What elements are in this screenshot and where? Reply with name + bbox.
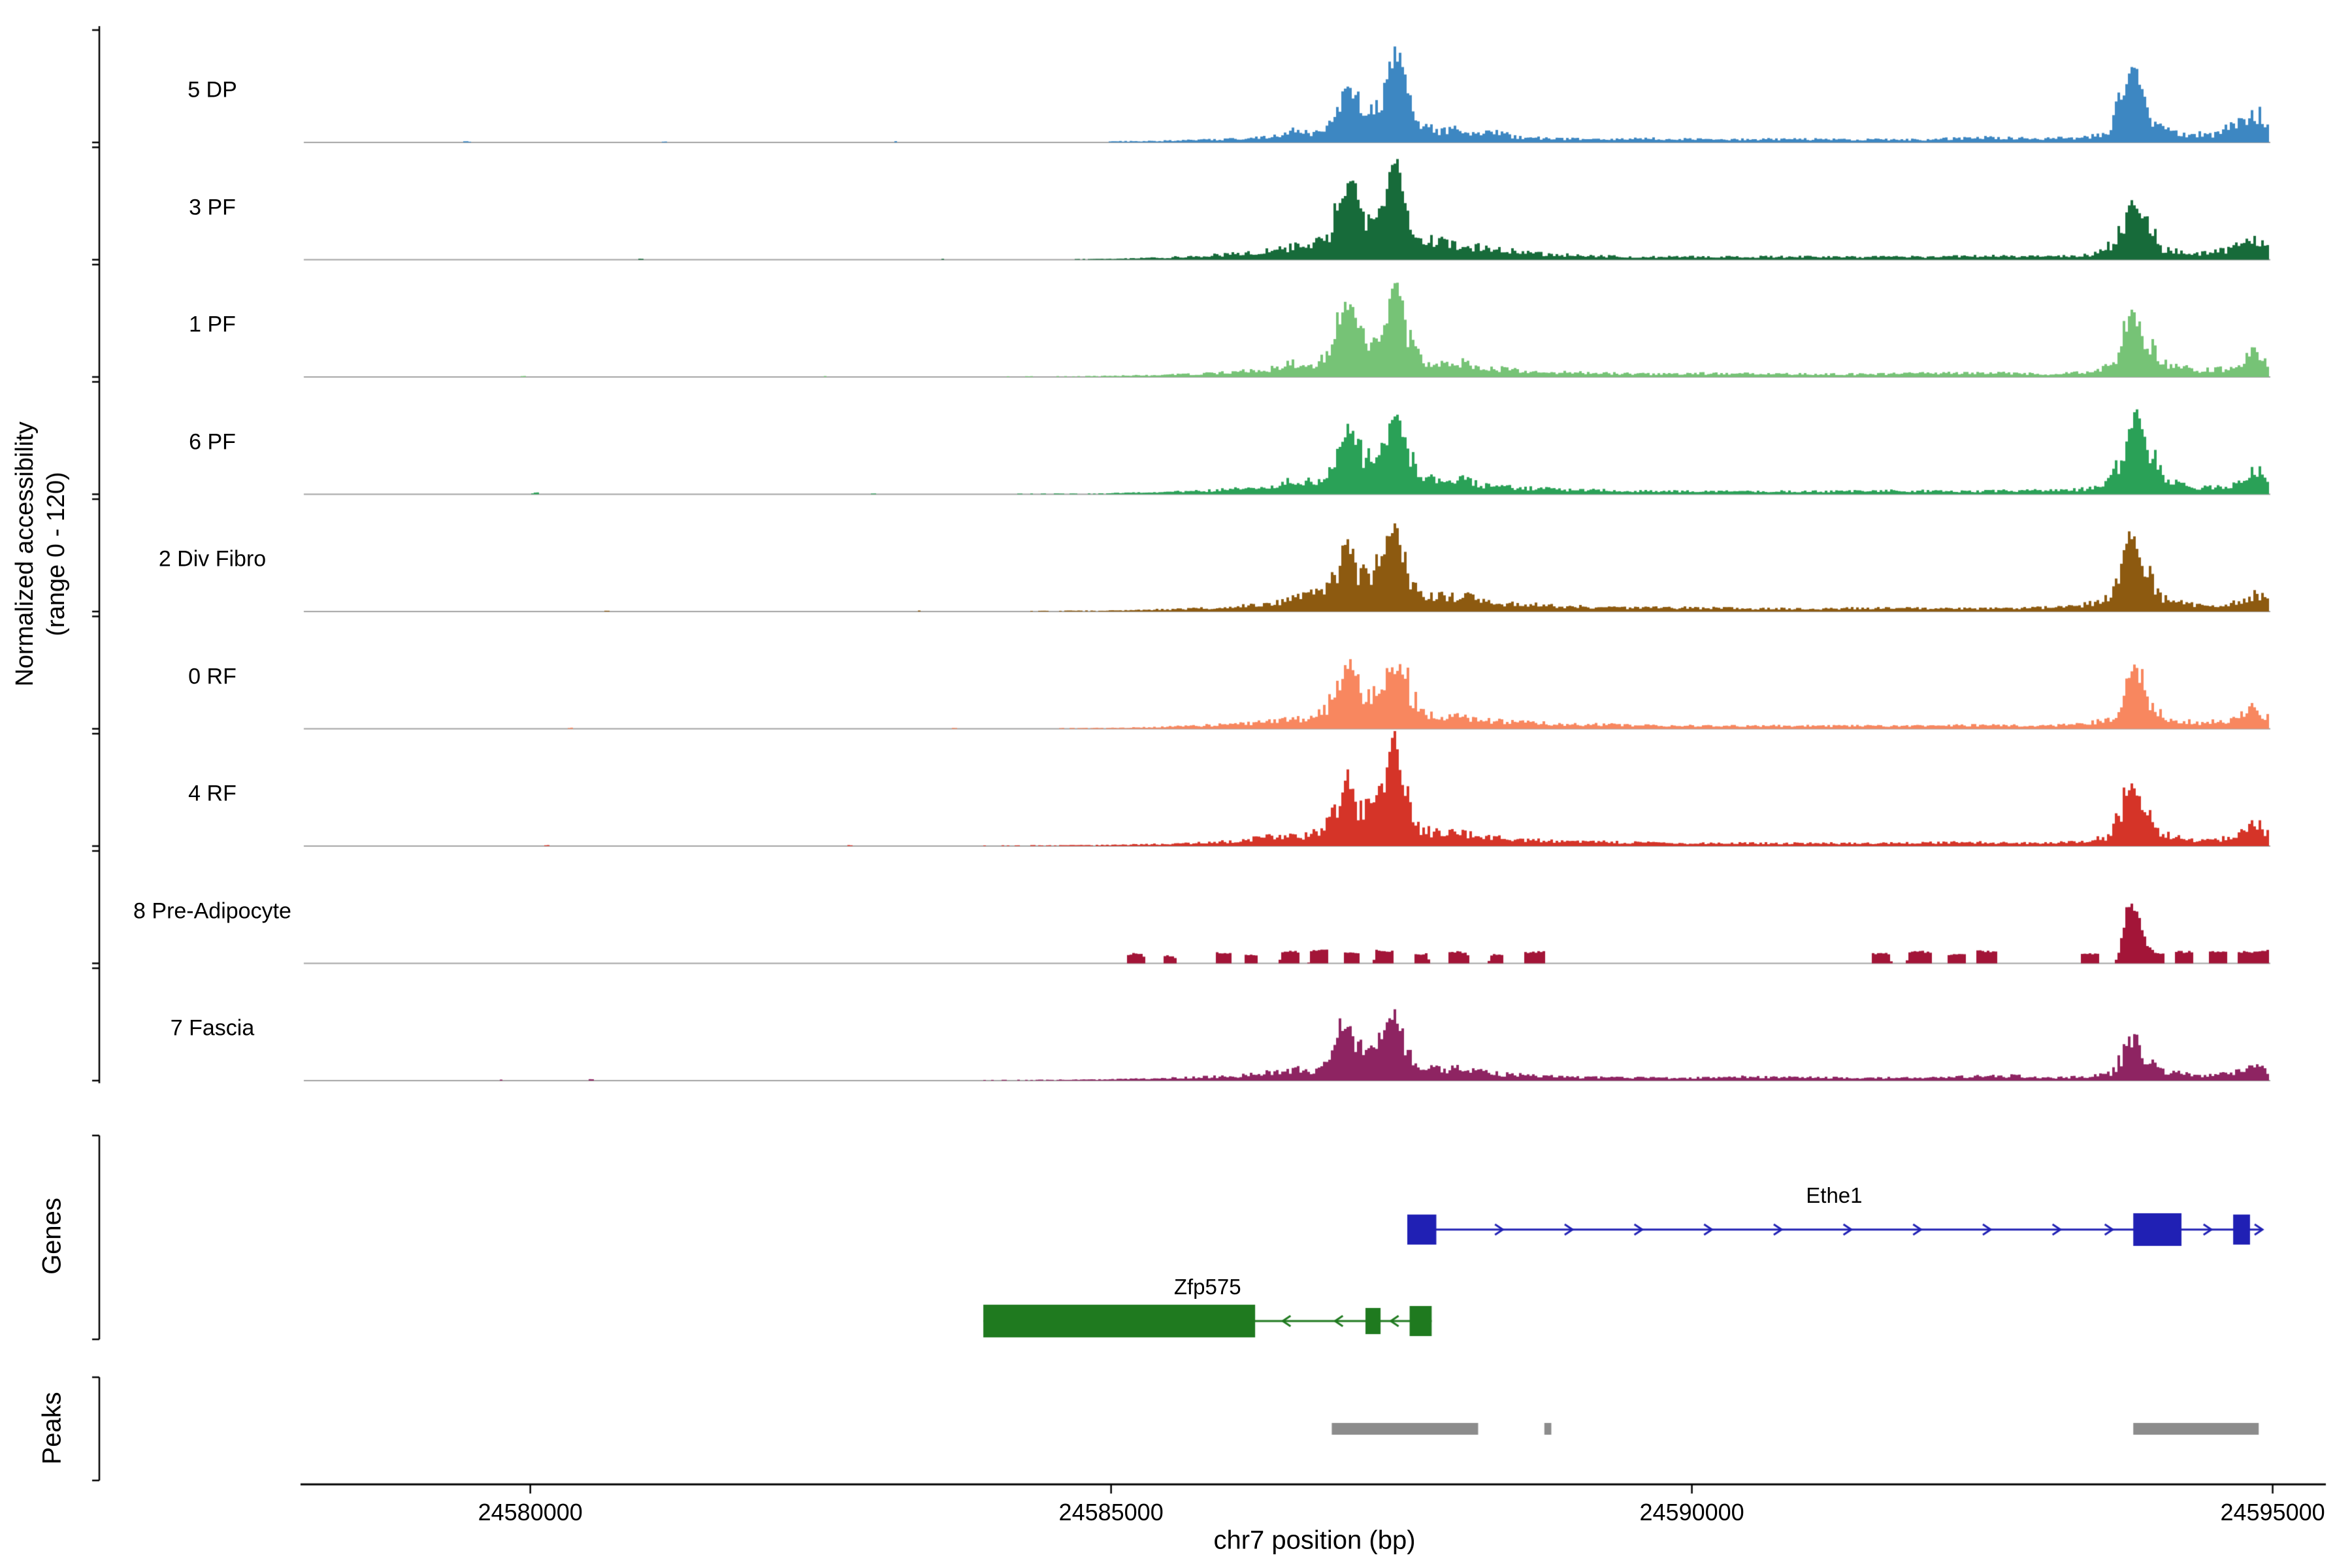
track-label-4rf: 4 RF xyxy=(188,781,237,806)
genes-section-label: Genes xyxy=(37,1198,67,1275)
track-label-7fascia: 7 Fascia xyxy=(170,1015,255,1041)
x-tick-label: 24580000 xyxy=(478,1499,583,1526)
peaks-section-label: Peaks xyxy=(37,1392,67,1465)
track-label-2divfibro: 2 Div Fibro xyxy=(158,546,267,572)
track-label-8preadipocyte: 8 Pre-Adipocyte xyxy=(133,898,291,923)
x-tick-label: 24595000 xyxy=(2220,1499,2325,1526)
gene-label-ethe1: Ethe1 xyxy=(1806,1183,1863,1207)
x-axis-title: chr7 position (bp) xyxy=(1213,1526,1416,1555)
track-label-1pf: 1 PF xyxy=(189,312,236,337)
x-tick-label: 24585000 xyxy=(1058,1499,1164,1526)
track-label-6pf: 6 PF xyxy=(189,429,236,454)
x-tick-label: 24590000 xyxy=(1639,1499,1744,1526)
y-axis-title-line1: Normalized accessibility xyxy=(11,421,39,687)
track-label-5dp: 5 DP xyxy=(188,77,237,103)
gene-label-zfp575: Zfp575 xyxy=(1173,1275,1241,1299)
y-axis-title: Normalized accessibility (range 0 - 120) xyxy=(9,421,72,686)
y-axis-title-line2: (range 0 - 120) xyxy=(42,472,70,636)
track-label-0rf: 0 RF xyxy=(188,664,237,689)
track-label-3pf: 3 PF xyxy=(189,195,236,220)
